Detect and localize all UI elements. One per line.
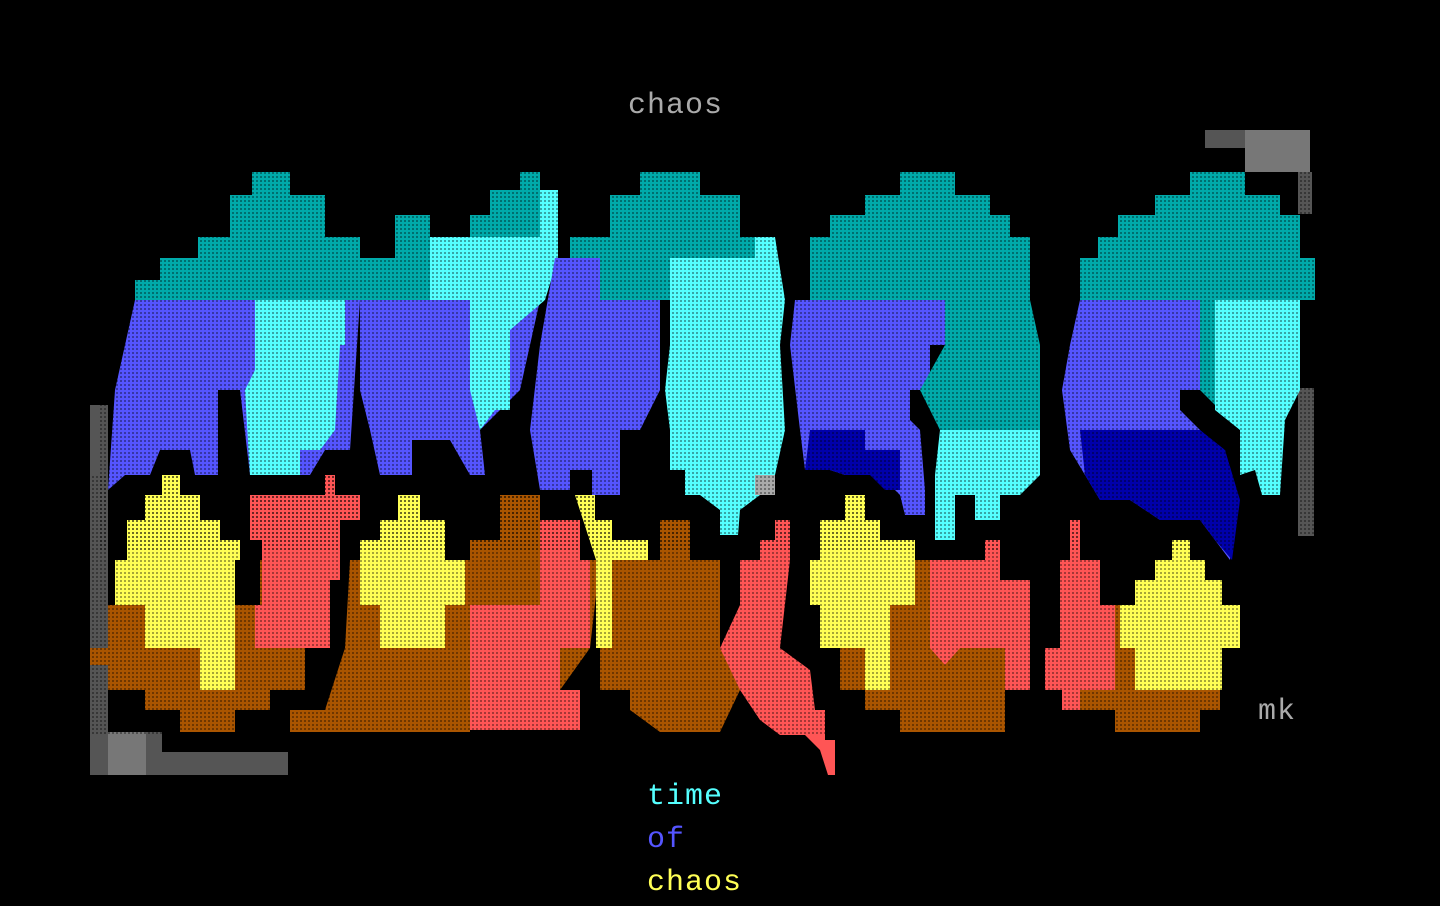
caption-line: of xyxy=(647,823,686,857)
caption-line: time xyxy=(647,780,724,814)
caption-line: chaos xyxy=(647,866,743,900)
bubble-row xyxy=(100,170,1320,560)
signature: mk xyxy=(1258,695,1297,729)
title: chaos xyxy=(628,89,724,123)
